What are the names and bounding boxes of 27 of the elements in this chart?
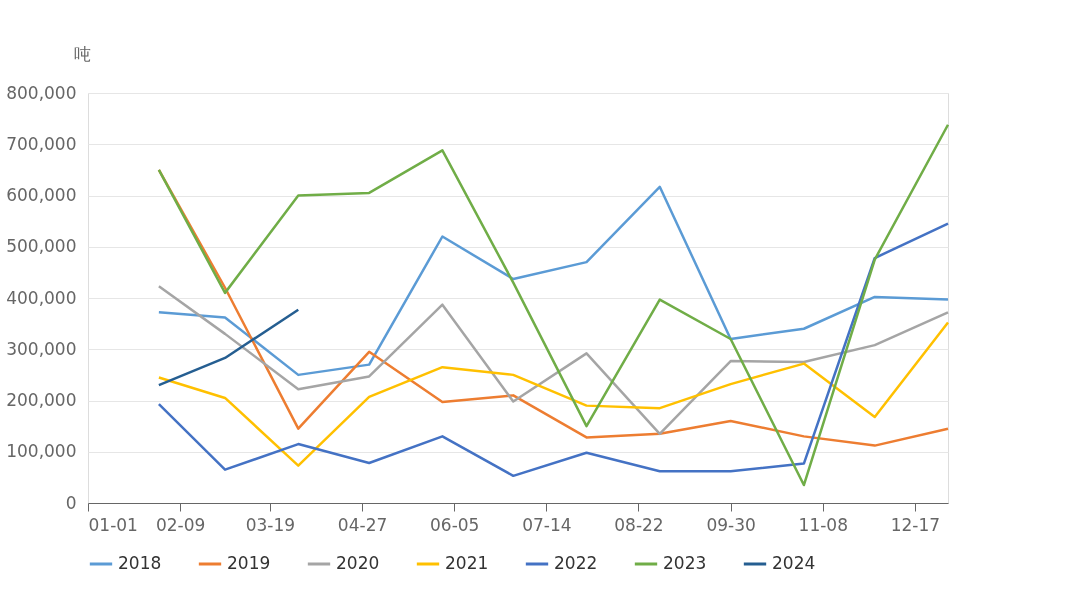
legend-label: 2020 — [336, 553, 380, 573]
y-tick-label: 100,000 — [6, 441, 77, 462]
x-tick-label: 04-27 — [337, 514, 388, 535]
x-tick-label: 06-05 — [430, 514, 480, 535]
y-tick-label: 700,000 — [6, 133, 77, 154]
y-tick-label: 800,000 — [6, 82, 77, 103]
legend-label: 2021 — [445, 553, 489, 573]
x-tick-label: 07-14 — [522, 514, 572, 535]
x-tick-label: 11-08 — [798, 514, 848, 535]
x-tick-label: 09-30 — [706, 514, 756, 535]
y-axis-title: 吨 — [73, 43, 91, 64]
x-tick-label: 08-22 — [614, 514, 664, 535]
legend-label: 2024 — [772, 553, 816, 573]
x-tick-label: 01-01 — [88, 514, 138, 535]
y-tick-label: 600,000 — [6, 185, 77, 205]
y-tick-label: 300,000 — [6, 338, 77, 359]
x-tick-label: 12-17 — [890, 514, 941, 535]
y-tick-label: 0 — [65, 492, 77, 513]
y-tick-label: 500,000 — [6, 236, 77, 257]
x-tick-label: 02-09 — [155, 514, 206, 535]
legend-label: 2022 — [554, 553, 598, 573]
legend-label: 2019 — [227, 553, 271, 573]
x-tick-label: 03-19 — [245, 514, 296, 535]
legend-label: 2018 — [118, 553, 162, 573]
legend-label: 2023 — [663, 553, 707, 573]
y-tick-label: 400,000 — [6, 287, 77, 308]
y-tick-label: 200,000 — [6, 390, 77, 410]
